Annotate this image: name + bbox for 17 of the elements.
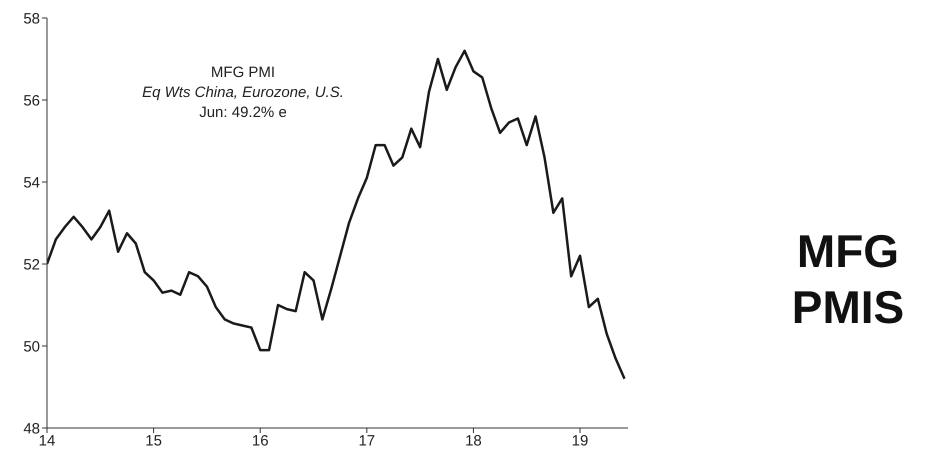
text: Eq Wts China, Eurozone, U.S. <box>141 83 345 103</box>
text: MFG PMIS <box>790 224 906 335</box>
y-tick-label: 52 <box>23 256 40 274</box>
x-tick-label: 17 <box>358 432 376 450</box>
x-tick-label: 18 <box>465 432 482 450</box>
text: MFG PMI <box>210 63 276 83</box>
x-tick-label: 15 <box>145 432 162 450</box>
line-series <box>47 50 626 380</box>
y-tick-label: 48 <box>23 420 40 438</box>
y-tick-label: 56 <box>23 92 40 110</box>
y-tick-label: 50 <box>23 338 40 356</box>
y-tick-label: 58 <box>23 10 40 28</box>
x-tick-label: 16 <box>252 432 269 450</box>
annotation: Jun: 49.2% e <box>198 103 288 123</box>
x-tick-label: 14 <box>38 432 56 450</box>
y-tick-label: 54 <box>23 174 40 192</box>
x-tick-label: 19 <box>572 432 588 450</box>
